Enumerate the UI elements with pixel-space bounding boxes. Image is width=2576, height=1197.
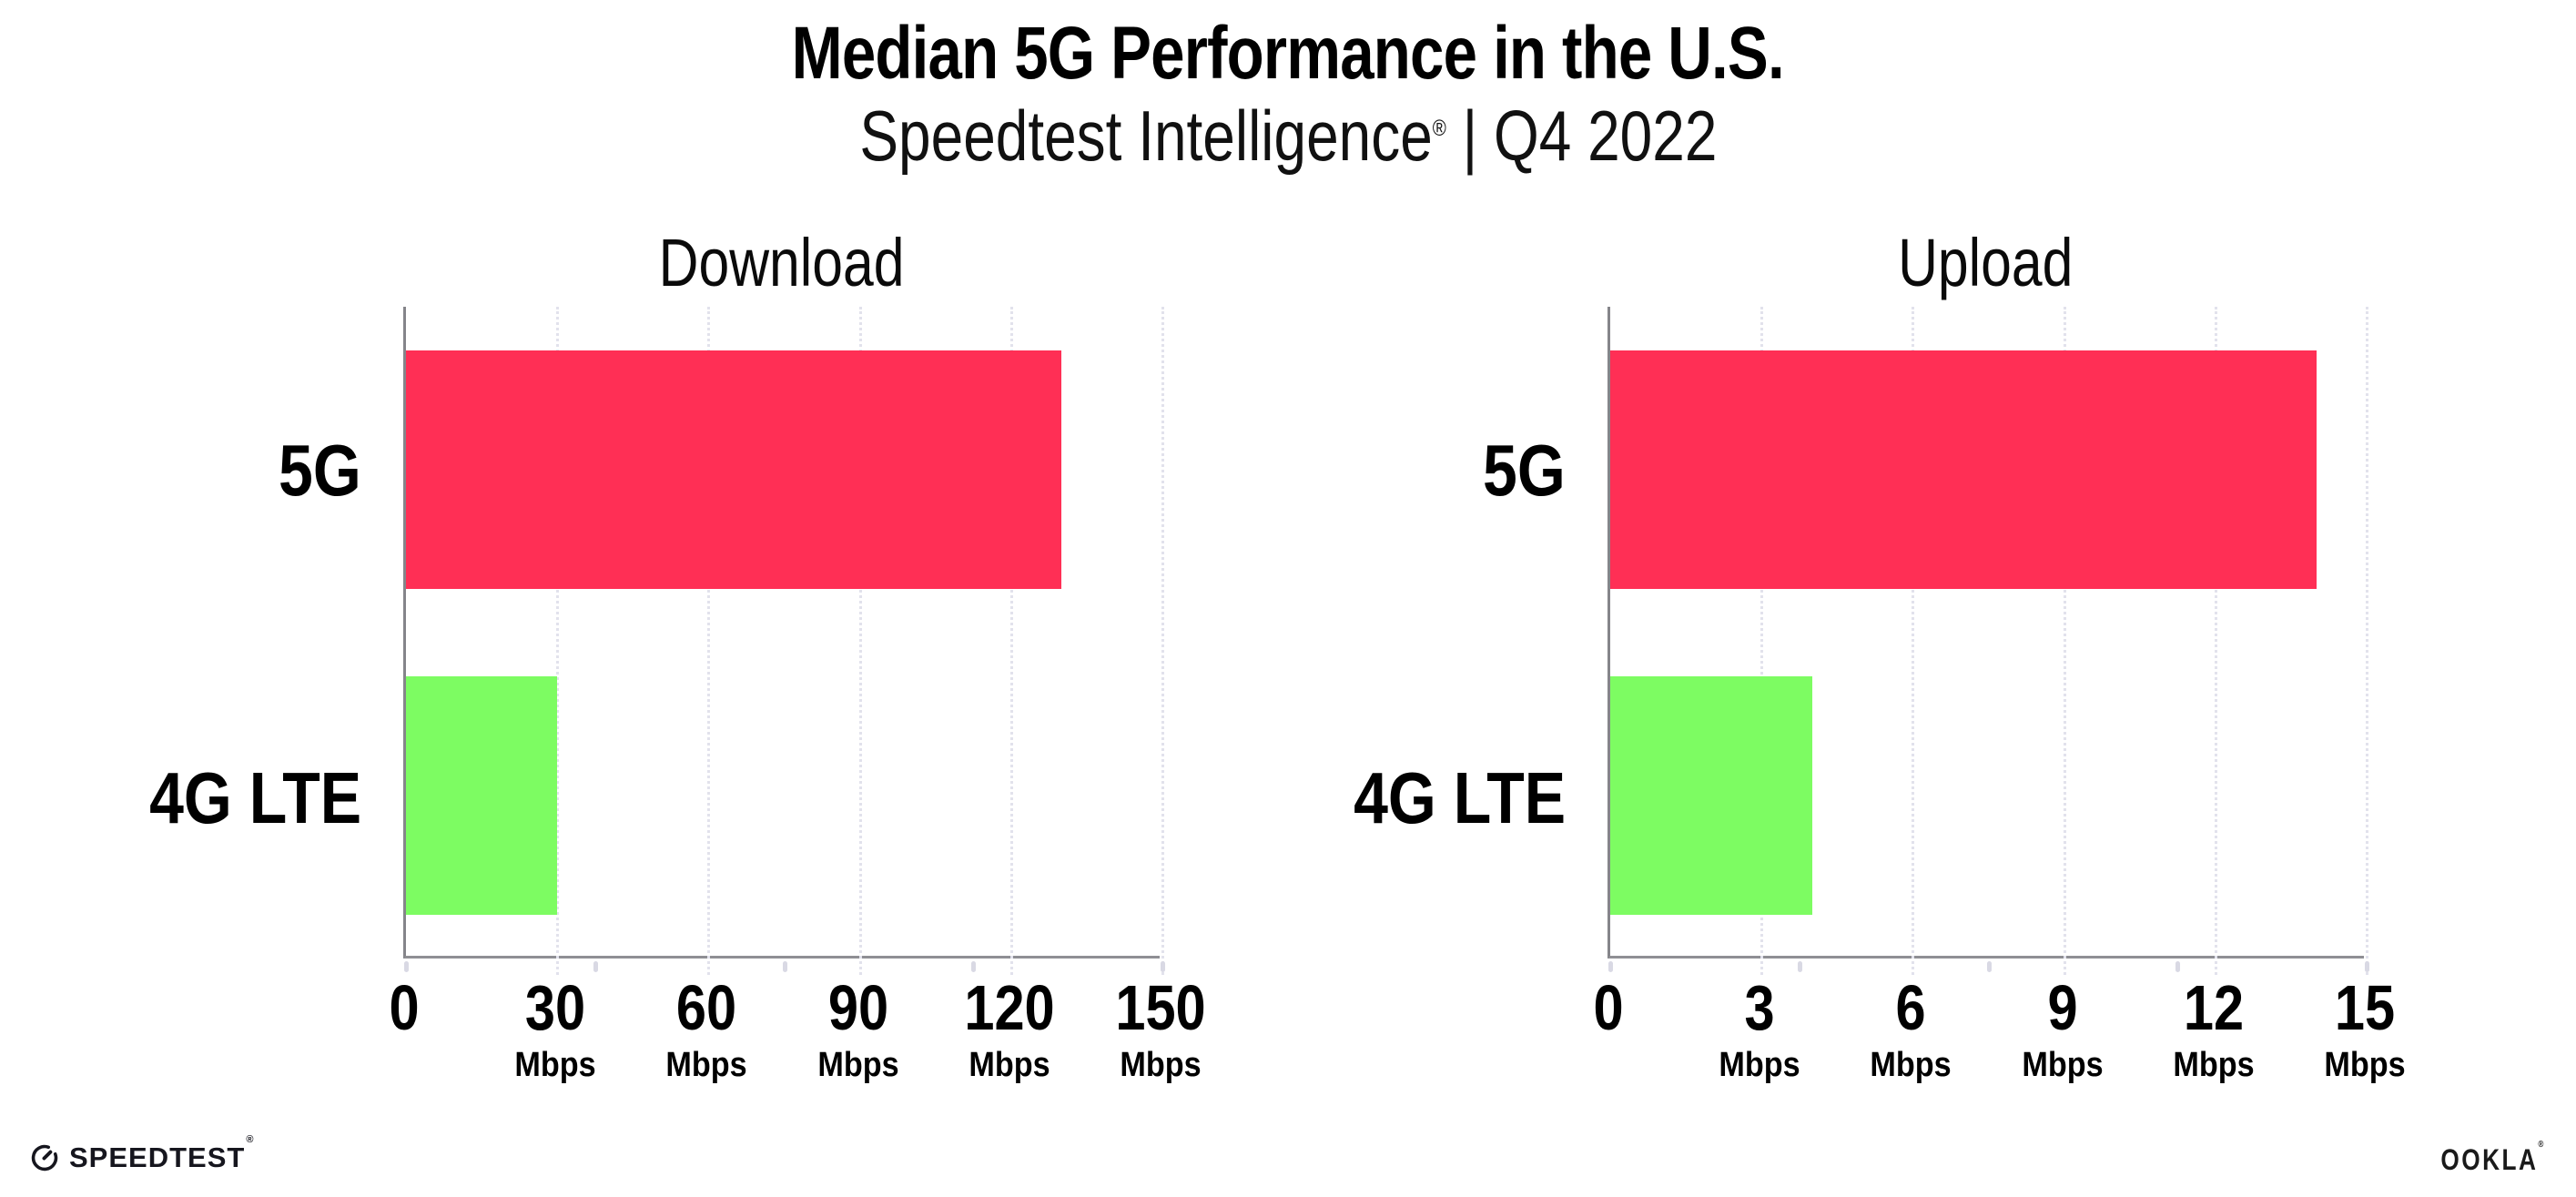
x-tick-unit: Mbps <box>816 1046 899 1084</box>
panel-title-text-download: Download <box>658 225 905 300</box>
x-tick-download-120: 120 Mbps <box>956 976 1062 1083</box>
category-label-text: 4G LTE <box>149 757 361 838</box>
x-tick-value: 60 <box>676 972 737 1043</box>
panel-title-text-upload: Upload <box>1898 225 2074 300</box>
x-tick-value: 9 <box>2047 972 2078 1043</box>
axis-minor-tick <box>782 961 787 972</box>
panel-title-upload: Upload <box>1607 224 2364 301</box>
x-tick-unit: Mbps <box>665 1046 748 1084</box>
x-tick-value: 90 <box>827 972 888 1043</box>
registered-mark: ® <box>1432 116 1446 141</box>
axis-minor-tick <box>593 961 598 972</box>
category-label-5g-download: 5G <box>0 420 361 522</box>
x-tick-upload-0: 0 <box>1591 976 1627 1040</box>
x-tick-unit: Mbps <box>1719 1046 1800 1084</box>
bar-4g-lte-download <box>406 676 558 915</box>
x-tick-upload-3: 3 Mbps <box>1715 976 1805 1083</box>
x-tick-download-150: 150 Mbps <box>1108 976 1214 1083</box>
x-tick-unit: Mbps <box>514 1046 596 1084</box>
x-tick-value: 0 <box>389 972 420 1043</box>
x-tick-unit: Mbps <box>2324 1046 2406 1084</box>
subtitle-brand: Speedtest Intelligence <box>858 96 1433 176</box>
axis-minor-tick <box>1608 961 1613 972</box>
ookla-registered-mark: ® <box>2538 1140 2546 1150</box>
speedtest-wordmark: SPEEDTEST® <box>69 1134 253 1174</box>
x-tick-value: 0 <box>1593 972 1624 1043</box>
upload-plot-area <box>1607 307 2369 975</box>
ookla-wordmark: OOKLA® <box>2440 1140 2546 1177</box>
axis-minor-tick <box>1797 961 1802 972</box>
category-label-text: 5G <box>279 430 361 511</box>
x-tick-download-60: 60 Mbps <box>662 976 752 1083</box>
x-tick-upload-12: 12 Mbps <box>2168 976 2258 1083</box>
x-tick-download-30: 30 Mbps <box>511 976 601 1083</box>
bar-4g-lte-upload <box>1610 676 1812 915</box>
page-subtitle: Speedtest Intelligence® | Q4 2022 <box>0 95 2576 178</box>
ookla-logo: OOKLA® <box>2418 1140 2546 1177</box>
speedtest-logo: SPEEDTEST® <box>30 1134 253 1174</box>
x-tick-upload-15: 15 Mbps <box>2319 976 2409 1083</box>
x-tick-upload-6: 6 Mbps <box>1866 976 1956 1083</box>
gridline-upload-3 <box>1760 307 1764 975</box>
category-label-4g-lte-download: 4G LTE <box>0 747 361 849</box>
x-tick-upload-9: 9 Mbps <box>2017 976 2107 1083</box>
subtitle-period: | Q4 2022 <box>1445 96 1717 176</box>
gridline-upload-15 <box>2366 307 2368 975</box>
gridline-upload-9 <box>2063 307 2066 975</box>
axis-minor-tick <box>1161 961 1165 972</box>
x-tick-unit: Mbps <box>969 1046 1050 1084</box>
x-tick-download-90: 90 Mbps <box>813 976 903 1083</box>
gridline-download-60 <box>707 307 711 975</box>
page-title-text: Median 5G Performance in the U.S. <box>791 12 1785 95</box>
x-tick-value: 30 <box>525 972 586 1043</box>
speedtest-label: SPEEDTEST <box>69 1141 246 1173</box>
axis-minor-tick <box>971 961 977 972</box>
bar-5g-upload <box>1610 350 2317 589</box>
axis-minor-tick <box>404 961 409 972</box>
gridline-download-90 <box>858 307 862 975</box>
category-label-text: 4G LTE <box>1354 757 1566 838</box>
speedtest-gauge-icon <box>31 1144 58 1172</box>
page-subtitle-text: Speedtest Intelligence® | Q4 2022 <box>859 95 1717 178</box>
x-tick-value: 12 <box>2183 972 2244 1043</box>
category-label-5g-upload: 5G <box>1202 420 1566 522</box>
x-tick-value: 150 <box>1115 972 1206 1043</box>
axis-minor-tick <box>1986 961 1992 972</box>
x-tick-unit: Mbps <box>2173 1046 2255 1084</box>
x-tick-unit: Mbps <box>2021 1046 2104 1084</box>
category-label-text: 5G <box>1483 430 1566 511</box>
x-tick-value: 6 <box>1895 972 1926 1043</box>
x-tick-value: 3 <box>1744 972 1775 1043</box>
category-label-4g-lte-upload: 4G LTE <box>1202 747 1566 849</box>
download-plot-area <box>403 307 1165 975</box>
x-tick-download-0: 0 <box>387 976 422 1040</box>
x-tick-unit: Mbps <box>1120 1046 1202 1084</box>
gridline-download-150 <box>1161 307 1164 975</box>
x-tick-value: 120 <box>964 972 1055 1043</box>
speedtest-registered-mark: ® <box>246 1134 255 1145</box>
x-tick-value: 15 <box>2334 972 2396 1043</box>
x-tick-unit: Mbps <box>1870 1046 1952 1084</box>
ookla-label: OOKLA <box>2440 1143 2539 1176</box>
gridline-upload-6 <box>1912 307 1915 975</box>
gridline-download-30 <box>556 307 560 975</box>
bar-5g-download <box>406 350 1062 589</box>
axis-minor-tick <box>2365 961 2369 972</box>
axis-minor-tick <box>2175 961 2181 972</box>
gridline-download-120 <box>1009 307 1013 975</box>
page-title: Median 5G Performance in the U.S. <box>0 11 2576 96</box>
panel-title-download: Download <box>403 224 1160 301</box>
gridline-upload-12 <box>2214 307 2217 975</box>
